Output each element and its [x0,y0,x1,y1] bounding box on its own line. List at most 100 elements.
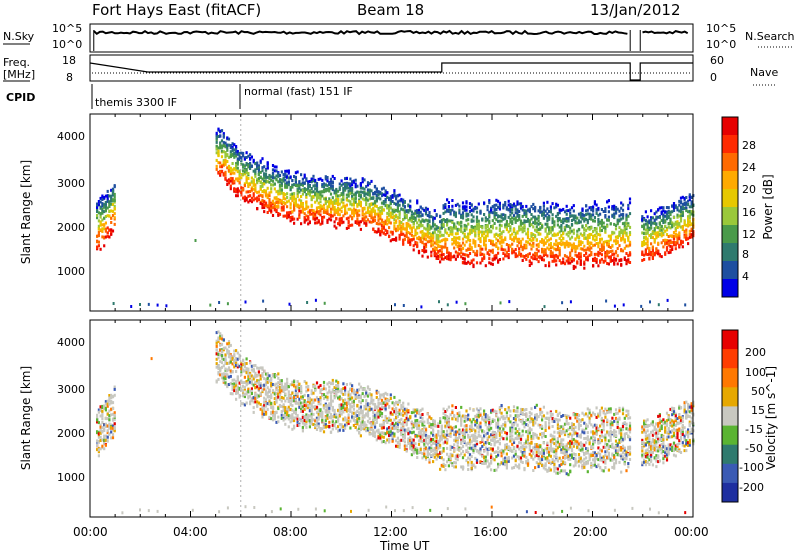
power-cell [488,210,491,214]
power-cell [528,238,531,241]
velocity-cell [219,336,222,340]
velocity-cell [219,334,222,338]
power-cell [423,250,426,254]
power-cell [565,240,568,244]
power-cell [607,239,610,243]
power-cell [278,199,282,203]
velocity-cell [233,382,236,386]
power-cell [252,169,255,173]
power-cell [542,258,545,262]
power-cell [537,232,540,236]
velocity-cell [111,424,115,428]
power-cell [497,215,500,219]
power-cell [113,207,116,210]
power-cell [270,183,273,187]
power-cell [101,194,104,198]
velocity-cell [275,395,278,399]
velocity-cell [259,386,262,390]
velocity-cell [271,410,275,414]
velocity-cell [224,377,227,381]
velocity-cell [303,423,306,427]
power-cell [667,211,670,214]
power-cell [616,240,619,244]
power-cell [688,214,691,218]
power-cell [662,206,665,210]
velocity-cell [97,408,100,412]
power-cell [521,226,524,230]
power-cell [361,177,364,181]
power-cell [586,236,589,239]
power-cell [688,205,691,209]
power-cell [488,221,491,225]
power-cell [643,218,646,222]
velocity-cell [278,381,282,385]
power-cell [519,240,523,243]
power-cell [312,184,315,188]
power-cell [398,199,401,203]
power-cell [351,196,354,200]
power-cell [463,206,466,210]
velocity-cell [280,387,283,391]
power-cell [592,207,595,211]
velocity-cell [261,409,264,413]
power-cell [250,186,253,190]
velocity-cell [220,350,224,354]
velocity-cell [106,417,109,421]
power-cell [106,226,109,230]
velocity-cell [104,422,107,426]
power-cell [324,197,327,201]
power-cell [562,232,565,236]
power-cell [97,244,100,248]
power-cell [366,181,370,185]
power-cell [344,207,347,211]
velocity-cell [314,398,317,402]
power-cell [242,196,245,200]
power-cell [620,228,623,232]
velocity-cell [231,382,234,386]
power-cell [435,252,438,256]
power-cell [324,183,327,187]
velocity-cell [99,405,102,409]
power-cell [444,203,447,206]
velocity-cell [277,407,280,411]
power-cell [590,242,593,246]
power-cell [347,216,350,220]
power-cell [222,150,225,154]
velocity-cell [235,358,238,362]
power-cell [380,230,384,234]
power-cell [439,226,442,230]
velocity-cell [243,387,246,391]
power-cell [643,232,646,236]
power-cell [621,231,625,235]
power-cell [604,259,607,263]
power-cell [599,260,602,264]
power-cell [305,193,308,196]
power-cell [368,197,371,201]
power-cell [535,251,538,255]
power-cell [249,199,252,202]
power-cell [590,233,593,236]
velocity-cell [305,389,308,393]
power-cell [289,193,292,197]
power-cell [310,198,313,202]
velocity-cell [227,345,231,349]
power-cell [553,256,556,260]
power-cell [356,221,359,225]
velocity-cell [271,389,275,393]
power-cell [97,200,100,203]
power-cell [530,205,533,209]
power-cell [640,304,643,308]
power-cell [474,252,477,256]
power-cell [555,239,558,243]
velocity-cell [104,443,107,447]
power-cell [402,242,405,246]
power-cell [511,232,514,236]
power-cell [681,205,684,209]
power-cell [449,209,452,212]
power-cell [451,199,454,202]
power-cell [421,249,424,252]
power-cell [592,234,595,238]
power-cell [245,190,248,194]
velocity-cell [256,385,259,389]
velocity-cell [298,423,301,427]
